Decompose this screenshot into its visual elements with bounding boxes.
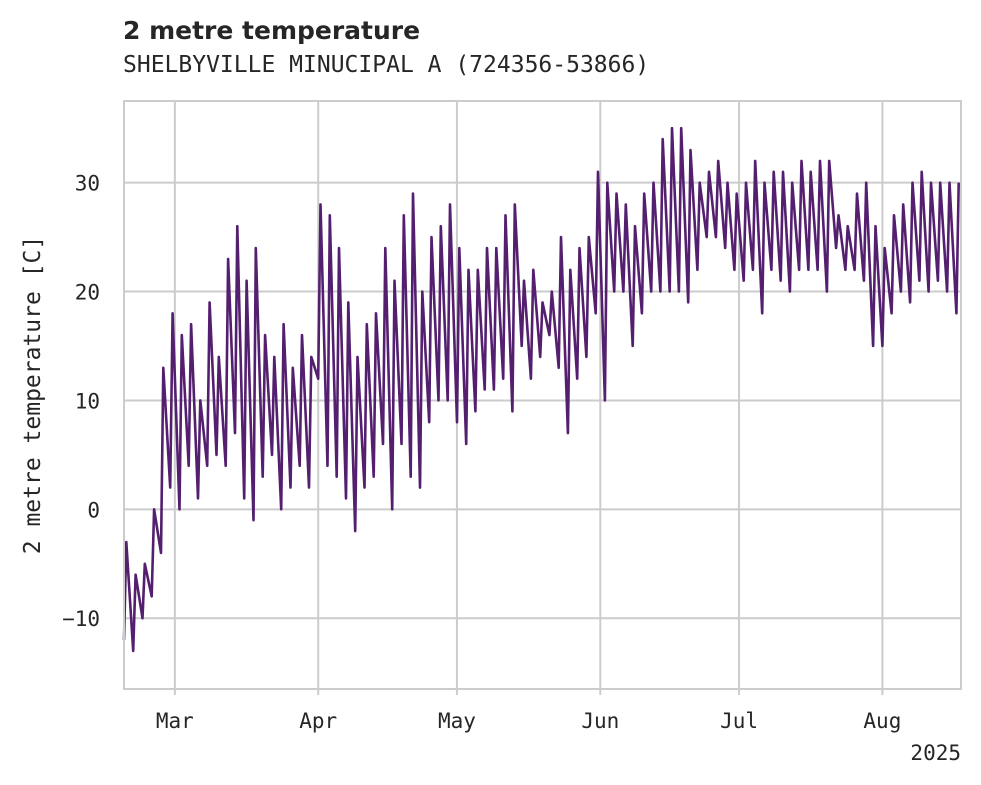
y-tick-label: 30	[75, 172, 100, 196]
y-tick-labels: −10 0 10 20 30	[62, 172, 100, 632]
y-tick-label: 10	[75, 389, 100, 413]
chart-title: 2 metre temperature	[123, 16, 421, 45]
y-tick-label: 20	[75, 281, 100, 305]
x-tick-label: Jul	[720, 709, 758, 733]
chart-subtitle: SHELBYVILLE MINUCIPAL A (724356-53866)	[123, 52, 650, 78]
x-tick-label: Aug	[863, 709, 901, 733]
temperature-series-line	[122, 126, 960, 653]
x-tick-labels: Mar Apr May Jun Jul Aug	[156, 709, 901, 733]
x-tick-label: May	[438, 709, 476, 733]
series-layer	[122, 126, 960, 653]
x-tick-label: Apr	[299, 709, 337, 733]
x-tick-label: Jun	[581, 709, 619, 733]
grid-lines	[124, 101, 961, 695]
y-tick-label: 0	[87, 498, 100, 522]
y-tick-label: −10	[62, 607, 100, 631]
x-year-label: 2025	[910, 741, 961, 765]
plot-frame	[123, 100, 962, 690]
x-tick-label: Mar	[156, 709, 194, 733]
y-axis-label: 2 metre temperature [C]	[20, 236, 46, 555]
